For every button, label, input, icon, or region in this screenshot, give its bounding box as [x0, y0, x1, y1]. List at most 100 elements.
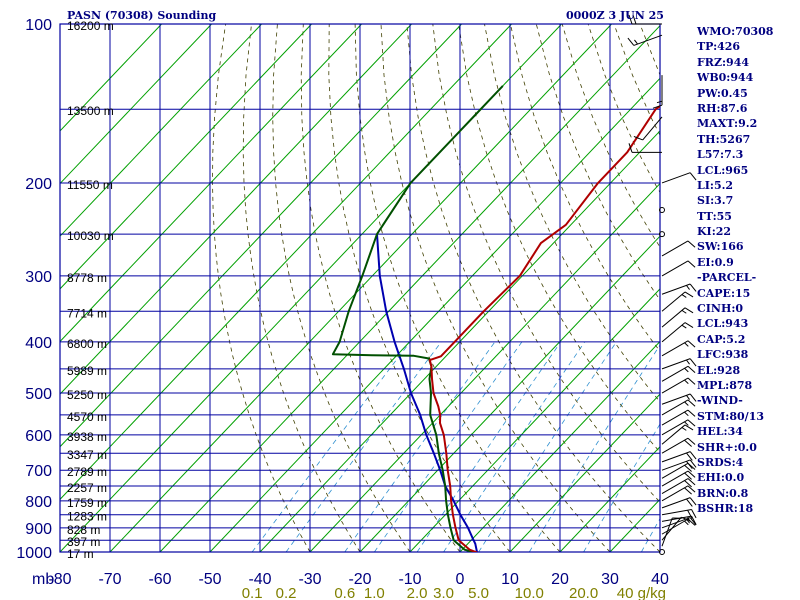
height-label: 10030 m	[67, 229, 114, 243]
barb-half	[685, 368, 689, 372]
index-item: TP:426	[697, 39, 797, 54]
mixing-ratio-label: 5.0	[468, 585, 489, 600]
index-item: SHR+:0.0	[697, 440, 797, 455]
wind-barb	[629, 143, 662, 152]
mixing-ratio-line	[584, 342, 711, 552]
barb-flag	[688, 400, 695, 406]
isotherm	[0, 24, 362, 552]
indices-panel: WMO:70308 TP:426 FRZ:944 WB0:944 PW:0.45 RH:8…	[697, 24, 797, 517]
index-item: FRZ:944	[697, 55, 797, 70]
barb-half	[682, 325, 686, 328]
index-item: EL:928	[697, 363, 797, 378]
valid-time: 0000Z 3 JUN 25	[566, 9, 664, 22]
barb-staff	[662, 241, 688, 256]
pressure-tick-label: 1000	[16, 545, 52, 562]
station-title: PASN (70308) Sounding	[67, 9, 216, 22]
wind-barb	[662, 366, 695, 381]
isotherm	[260, 24, 762, 552]
pressure-tick-label: 300	[25, 269, 52, 286]
pressure-tick-label: 400	[25, 335, 52, 352]
barb-flag	[628, 38, 634, 45]
index-item: TH:5267	[697, 132, 797, 147]
barb-flag	[685, 323, 693, 328]
index-item: SI:3.7	[697, 193, 797, 208]
barb-flag	[690, 284, 696, 291]
barb-flag	[690, 173, 696, 180]
index-item: LFC:938	[697, 347, 797, 362]
barb-flag	[690, 394, 696, 401]
wind-barb	[662, 518, 696, 528]
temperature-tick-label: -70	[98, 571, 121, 588]
temperature-tick-label: -60	[148, 571, 171, 588]
barb-flag	[686, 499, 692, 506]
index-item: WMO:70308	[697, 24, 797, 39]
mixing-ratio-label: 3.0	[433, 585, 454, 600]
wind-barb	[662, 359, 696, 369]
temperature-tick-label: 20	[551, 571, 569, 588]
height-label: 13500 m	[67, 104, 114, 118]
mixing-ratio-line	[345, 342, 495, 552]
barb-half	[686, 395, 689, 399]
barb-staff	[662, 292, 685, 311]
barb-staff	[662, 452, 690, 462]
barb-staff	[662, 420, 688, 435]
wind-barb	[653, 75, 662, 108]
index-item: PW:0.45	[697, 86, 797, 101]
barb-half	[685, 521, 689, 525]
wind-barb	[662, 498, 696, 508]
index-item: SRDS:4	[697, 455, 797, 470]
index-item: TT:55	[697, 209, 797, 224]
barb-staff	[662, 366, 688, 381]
index-item: LCL:943	[697, 316, 797, 331]
barb-staff	[662, 341, 688, 356]
dry-adiabat	[273, 24, 410, 552]
barb-half	[682, 428, 686, 431]
isotherm	[160, 24, 662, 552]
isotherm	[110, 24, 612, 552]
index-item: CAP:5.2	[697, 332, 797, 347]
pressure-tick-label: 100	[25, 17, 52, 34]
isotherm	[0, 24, 412, 552]
mixing-ratio-label: 1.0	[364, 585, 385, 600]
index-item: MPL:878	[697, 378, 797, 393]
pressure-tick-label: 500	[25, 386, 52, 403]
wind-barb	[662, 378, 695, 393]
index-item: CAPE:15	[697, 286, 797, 301]
barb-flag	[688, 366, 695, 372]
temperature-tick-label: -30	[298, 571, 321, 588]
mixing-ratio-label: 40 g/kg	[617, 585, 666, 600]
wind-barb	[662, 323, 693, 342]
height-label: 5250 m	[67, 388, 107, 402]
barb-staff	[662, 498, 690, 508]
barb-flag	[685, 308, 693, 313]
temperature-tick-label: -50	[198, 571, 221, 588]
height-label: 7714 m	[67, 306, 107, 320]
barb-flag	[686, 453, 692, 460]
index-item: KI:22	[697, 224, 797, 239]
barb-staff	[662, 479, 688, 494]
index-item: -PARCEL-	[697, 270, 797, 285]
barb-flag	[688, 241, 695, 247]
pressure-grid	[60, 24, 660, 552]
index-item: HEL:34	[697, 424, 797, 439]
index-item: BRN:0.8	[697, 486, 797, 501]
index-item: LI:5.2	[697, 178, 797, 193]
height-label: 17 m	[67, 547, 94, 561]
barb-flag	[690, 452, 696, 459]
height-label: 1283 m	[67, 510, 107, 524]
index-item: LCL:965	[697, 163, 797, 178]
index-item: WB0:944	[697, 70, 797, 85]
pressure-tick-label: 800	[25, 494, 52, 511]
barb-staff	[662, 486, 688, 501]
isotherm	[210, 24, 712, 552]
wind-barb	[662, 261, 695, 276]
index-item: RH:87.6	[697, 101, 797, 116]
wind-barb	[662, 510, 696, 519]
barb-staff	[662, 173, 690, 183]
pressure-tick-label: 600	[25, 428, 52, 445]
barb-staff	[662, 518, 672, 546]
barb-half	[685, 402, 689, 406]
wind-barb	[662, 284, 696, 294]
height-label: 6800 m	[67, 337, 107, 351]
